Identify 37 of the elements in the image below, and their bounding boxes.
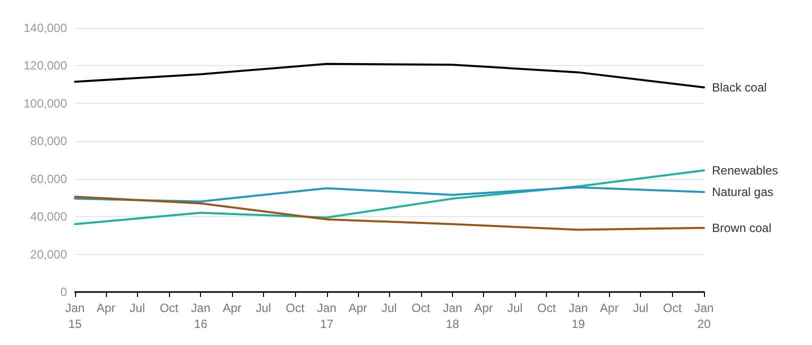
x-tick-label: Jan 19 [568,301,588,331]
y-tick-label: 60,000 [30,172,68,186]
line-series [74,62,705,88]
y-tick-label: 40,000 [30,210,68,224]
x-tick-label: Oct [662,301,682,315]
series-label: Natural gas [712,185,774,200]
y-tick-label: 100,000 [24,96,68,110]
x-tick-label: Jul [507,301,523,315]
y-tick-label: 140,000 [24,21,68,35]
series-label: Renewables [712,163,778,178]
line-series [74,196,705,231]
x-tick-label: Jul [632,301,648,315]
x-tick-label: Apr [474,301,493,315]
line-series [74,169,705,226]
y-tick-label: 80,000 [30,134,68,148]
x-tick-label: Jan 16 [191,301,210,331]
x-tick-label: Apr [348,301,368,315]
x-tick-label: Jul [381,301,397,315]
line-series [74,186,705,202]
x-tick-label: Oct [412,301,431,315]
x-tick-label: Jan 20 [694,301,714,331]
x-tick-label: Apr [222,301,242,315]
series-label: Brown coal [712,220,772,235]
y-tick-label: 120,000 [24,58,68,73]
x-tick-label: Apr [600,301,619,315]
x-tick-label: Jul [256,301,272,315]
x-tick-label: Oct [537,301,557,315]
y-tick-label: 0 [60,285,68,299]
x-tick-label: Oct [286,301,306,315]
y-tick-label: 20,000 [30,247,68,262]
x-tick-label: Jan 15 [65,301,85,331]
x-tick-label: Jan 17 [317,301,336,331]
series-label: Black coal [712,80,767,94]
x-tick-label: Apr [96,301,116,315]
x-tick-label: Jan 18 [442,301,462,331]
x-tick-label: Oct [160,301,180,315]
x-tick-label: Jul [130,301,146,315]
